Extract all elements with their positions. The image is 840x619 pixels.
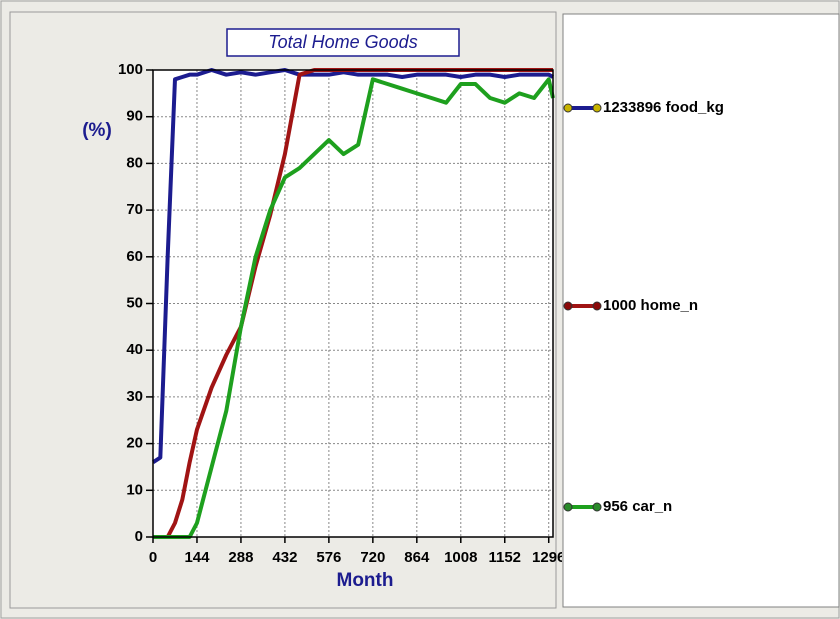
x-tick-label: 720 <box>360 549 385 566</box>
x-tick-label: 0 <box>149 549 157 566</box>
x-tick-labels: 01442884325767208641008115212961440 <box>149 549 565 566</box>
x-tick-label: 1152 <box>488 549 521 566</box>
x-tick-label: 576 <box>316 549 341 566</box>
y-tick-label: 70 <box>126 201 143 218</box>
y-tick-label: 20 <box>126 435 143 452</box>
y-tick-label: 10 <box>126 481 143 498</box>
title-box <box>226 28 460 57</box>
y-tick-label: 100 <box>118 61 143 78</box>
y-tick-label: 50 <box>126 294 143 311</box>
x-tick-label: 1008 <box>444 549 477 566</box>
legend-marker <box>563 502 573 512</box>
grid <box>152 69 553 538</box>
legend-marker <box>592 502 602 512</box>
y-tick-label: 0 <box>135 528 143 545</box>
legend-label: 1233896 food_kg <box>603 99 724 116</box>
legend-marker <box>563 103 573 113</box>
x-tick-label: 144 <box>184 549 210 566</box>
ticks: 0 10 20 30 40 50 60 70 80 90 100 <box>118 61 550 545</box>
chart-title: Total Home Goods <box>268 32 417 52</box>
y-axis-label: (%) <box>82 120 112 141</box>
legend: 1233896 food_kg 1000 home_n 956 car_n <box>563 99 724 515</box>
y-tick-label: 90 <box>126 108 143 125</box>
y-tick-label: 40 <box>126 341 143 358</box>
x-tick-label: 432 <box>272 549 297 566</box>
x-tick-label: 864 <box>404 549 430 566</box>
x-axis-label: Month <box>337 570 394 591</box>
legend-marker <box>592 301 602 311</box>
legend-label: 1000 home_n <box>603 297 698 314</box>
legend-label: 956 car_n <box>603 498 672 515</box>
y-tick-label: 60 <box>126 248 143 265</box>
legend-marker <box>592 103 602 113</box>
legend-panel <box>562 13 840 608</box>
series-line <box>153 77 555 539</box>
y-tick-label: 30 <box>126 388 143 405</box>
y-tick-label: 80 <box>126 154 143 171</box>
x-tick-label: 288 <box>228 549 253 566</box>
series-line <box>151 68 554 464</box>
x-tick-label: 1296 <box>532 549 565 566</box>
legend-marker <box>563 301 573 311</box>
